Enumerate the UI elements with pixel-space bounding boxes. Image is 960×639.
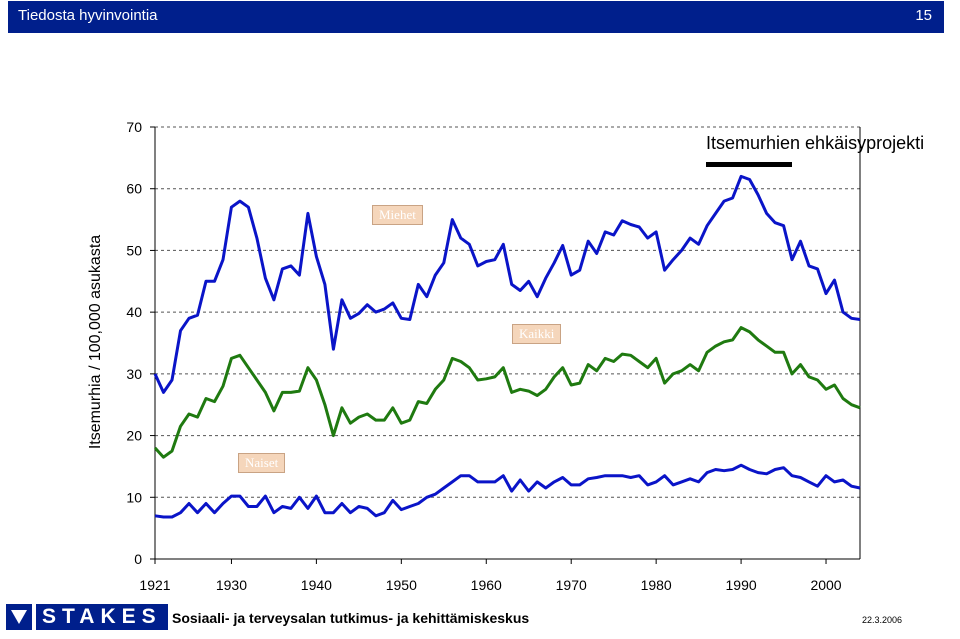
project-title: Itsemurhien ehkäisyprojekti bbox=[706, 133, 925, 153]
stakes-logo: STAKES bbox=[6, 604, 168, 630]
series-line-men bbox=[153, 174, 861, 394]
x-tick-label: 1990 bbox=[726, 577, 757, 593]
page-number: 15 bbox=[915, 7, 932, 24]
x-tick-label: 1960 bbox=[471, 577, 502, 593]
series-line-women bbox=[154, 463, 861, 519]
stakes-logo-icon bbox=[6, 604, 32, 630]
series-label-men: Miehet bbox=[372, 205, 423, 225]
project-underline bbox=[706, 162, 792, 167]
x-tick-label: 2000 bbox=[810, 577, 841, 593]
presentation-title: Tiedosta hyvinvointia bbox=[18, 7, 158, 24]
stakes-logo-text: STAKES bbox=[36, 604, 168, 630]
series-label-all: Kaikki bbox=[512, 324, 562, 344]
y-tick-label: 20 bbox=[126, 428, 142, 444]
y-tick-label: 30 bbox=[126, 366, 142, 382]
y-tick-label: 70 bbox=[126, 119, 142, 135]
organization-name: Sosiaali- ja terveysalan tutkimus- ja ke… bbox=[172, 610, 530, 626]
x-tick-label: 1950 bbox=[386, 577, 417, 593]
y-tick-label: 0 bbox=[134, 551, 142, 567]
series-label-women: Naiset bbox=[238, 453, 286, 473]
x-tick-label: 1940 bbox=[301, 577, 332, 593]
y-tick-label: 40 bbox=[126, 304, 142, 320]
x-tick-label: 1921 bbox=[139, 577, 170, 593]
x-tick-label: 1930 bbox=[216, 577, 247, 593]
y-tick-label: 10 bbox=[126, 489, 142, 505]
y-tick-label: 60 bbox=[126, 181, 142, 197]
series-line-all bbox=[153, 326, 861, 459]
footer-date: 22.3.2006 bbox=[862, 615, 903, 625]
x-tick-label: 1980 bbox=[641, 577, 672, 593]
x-tick-label: 1970 bbox=[556, 577, 587, 593]
title-bar: Tiedosta hyvinvointia 15 bbox=[8, 1, 944, 33]
y-tick-label: 50 bbox=[126, 242, 142, 258]
